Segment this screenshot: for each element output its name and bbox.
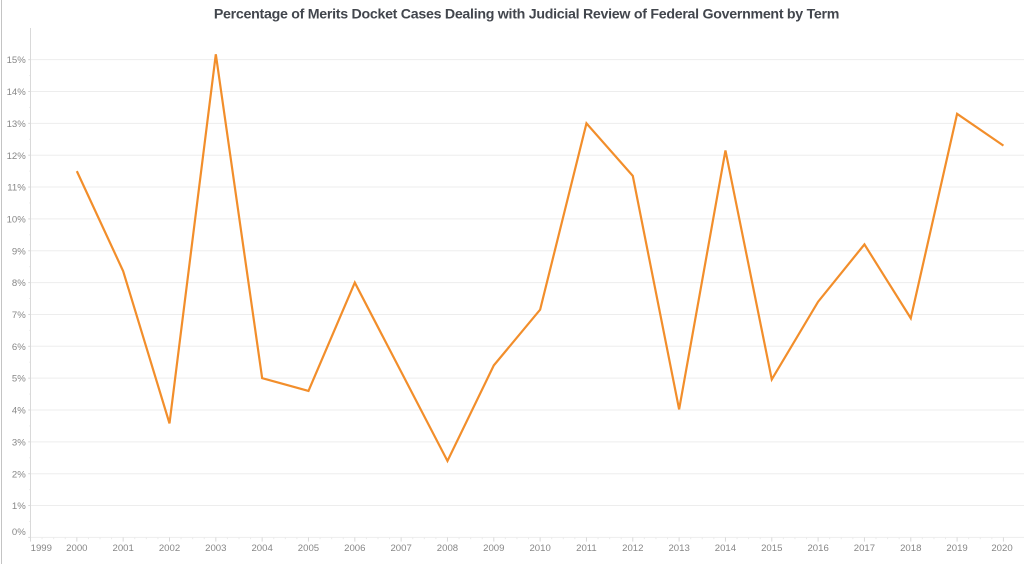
svg-text:2003: 2003 xyxy=(205,543,226,554)
svg-text:15%: 15% xyxy=(7,55,27,66)
svg-text:7%: 7% xyxy=(12,310,26,321)
svg-text:2013: 2013 xyxy=(668,543,689,554)
svg-text:2012: 2012 xyxy=(622,543,643,554)
svg-text:14%: 14% xyxy=(7,87,27,98)
svg-text:8%: 8% xyxy=(12,278,26,289)
svg-text:2011: 2011 xyxy=(576,543,597,554)
svg-text:2009: 2009 xyxy=(483,543,504,554)
svg-text:2001: 2001 xyxy=(112,543,133,554)
svg-text:2019: 2019 xyxy=(946,543,967,554)
svg-text:1%: 1% xyxy=(12,501,26,512)
svg-text:2018: 2018 xyxy=(900,543,921,554)
svg-text:Percentage of Merits Docket Ca: Percentage of Merits Docket Cases Dealin… xyxy=(214,7,839,23)
svg-text:2010: 2010 xyxy=(529,543,550,554)
svg-text:2000: 2000 xyxy=(66,543,87,554)
svg-text:2017: 2017 xyxy=(854,543,875,554)
svg-text:2002: 2002 xyxy=(159,543,180,554)
svg-text:2015: 2015 xyxy=(761,543,782,554)
svg-text:2008: 2008 xyxy=(437,543,458,554)
svg-text:2014: 2014 xyxy=(715,543,737,554)
svg-text:11%: 11% xyxy=(7,183,26,194)
svg-text:13%: 13% xyxy=(7,119,27,130)
svg-text:2020: 2020 xyxy=(991,543,1012,554)
svg-text:1999: 1999 xyxy=(31,543,52,554)
svg-text:12%: 12% xyxy=(7,151,27,162)
svg-text:5%: 5% xyxy=(12,374,26,385)
svg-text:9%: 9% xyxy=(12,246,26,257)
svg-text:2005: 2005 xyxy=(298,543,319,554)
svg-text:2006: 2006 xyxy=(344,543,365,554)
svg-text:2004: 2004 xyxy=(251,543,273,554)
svg-text:2%: 2% xyxy=(12,469,26,480)
svg-text:4%: 4% xyxy=(12,406,26,417)
svg-text:6%: 6% xyxy=(12,342,26,353)
svg-text:2007: 2007 xyxy=(390,543,411,554)
svg-text:0%: 0% xyxy=(12,527,26,538)
svg-text:2016: 2016 xyxy=(807,543,828,554)
svg-text:10%: 10% xyxy=(7,214,27,225)
svg-text:3%: 3% xyxy=(12,437,26,448)
